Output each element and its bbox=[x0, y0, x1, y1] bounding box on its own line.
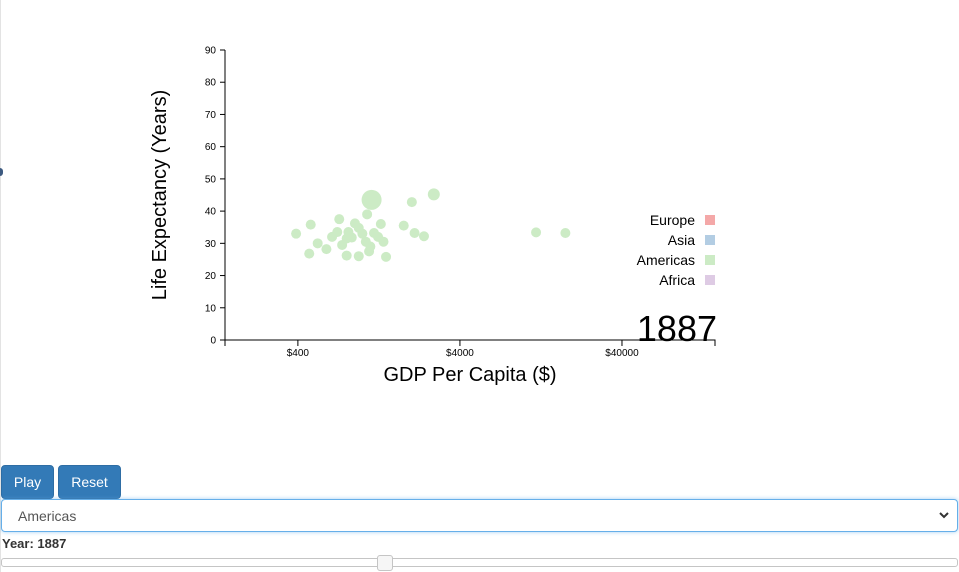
data-point bbox=[357, 228, 368, 239]
data-point bbox=[332, 227, 343, 238]
data-points bbox=[291, 188, 571, 262]
data-point bbox=[427, 188, 440, 201]
data-point bbox=[304, 248, 315, 259]
year-slider-track[interactable] bbox=[1, 558, 958, 567]
chevron-down-icon bbox=[939, 512, 949, 519]
data-point bbox=[346, 232, 357, 243]
y-tick-label: 30 bbox=[205, 239, 217, 250]
data-point bbox=[362, 209, 373, 220]
y-tick-label: 0 bbox=[210, 336, 216, 347]
year-slider-handle[interactable] bbox=[377, 555, 394, 571]
edge-marker bbox=[0, 168, 3, 176]
data-point bbox=[398, 220, 409, 231]
data-point bbox=[341, 250, 352, 261]
y-axis-label: Life Expectancy (Years) bbox=[149, 90, 171, 300]
data-point bbox=[409, 228, 420, 239]
x-tick-label: $400 bbox=[287, 348, 310, 359]
data-point bbox=[291, 228, 302, 239]
data-point bbox=[560, 228, 571, 239]
legend-swatch bbox=[705, 275, 715, 285]
x-tick-label: $40000 bbox=[605, 348, 639, 359]
data-point bbox=[381, 251, 392, 262]
data-point bbox=[353, 251, 364, 262]
legend-swatch bbox=[705, 235, 715, 245]
legend: Europe Asia Americas Africa bbox=[637, 212, 715, 288]
y-tick-label: 70 bbox=[205, 110, 217, 121]
data-point bbox=[406, 197, 417, 208]
y-tick-label: 80 bbox=[205, 78, 217, 89]
legend-label: Europe bbox=[650, 212, 695, 228]
y-tick-label: 20 bbox=[205, 271, 217, 282]
data-point bbox=[531, 227, 542, 238]
play-button[interactable]: Play bbox=[1, 465, 54, 499]
reset-button[interactable]: Reset bbox=[58, 465, 121, 499]
y-tick-label: 10 bbox=[205, 303, 217, 314]
data-point bbox=[334, 214, 345, 225]
data-point bbox=[378, 236, 389, 247]
year-label: Year: 1887 bbox=[2, 536, 67, 551]
continent-select[interactable]: Americas bbox=[1, 499, 958, 532]
legend-swatch bbox=[705, 255, 715, 265]
data-point bbox=[361, 189, 382, 210]
data-point bbox=[365, 241, 376, 252]
page-left-border bbox=[0, 0, 1, 572]
x-axis: $400 $4000 $40000 bbox=[224, 339, 716, 359]
y-axis: 0 10 20 30 40 50 60 70 80 90 bbox=[205, 46, 226, 347]
data-point bbox=[321, 244, 332, 255]
legend-swatch bbox=[705, 215, 715, 225]
y-tick-label: 50 bbox=[205, 174, 217, 185]
y-tick-label: 90 bbox=[205, 46, 217, 57]
scatter-chart: 0 10 20 30 40 50 60 70 80 90 $400 $4000 $40000 Euro… bbox=[149, 46, 717, 387]
data-point bbox=[418, 231, 429, 242]
year-display: 1887 bbox=[637, 308, 717, 349]
y-tick-label: 60 bbox=[205, 142, 217, 153]
data-point bbox=[375, 219, 386, 229]
legend-label: Asia bbox=[668, 232, 695, 248]
x-axis-line bbox=[224, 339, 716, 346]
continent-select-value: Americas bbox=[18, 508, 77, 524]
x-axis-label: GDP Per Capita ($) bbox=[383, 364, 556, 386]
y-tick-label: 40 bbox=[205, 207, 217, 218]
legend-label: Americas bbox=[637, 252, 695, 268]
x-tick-label: $4000 bbox=[446, 348, 474, 359]
legend-label: Africa bbox=[659, 272, 695, 288]
data-point bbox=[305, 219, 316, 230]
data-point bbox=[312, 238, 323, 249]
